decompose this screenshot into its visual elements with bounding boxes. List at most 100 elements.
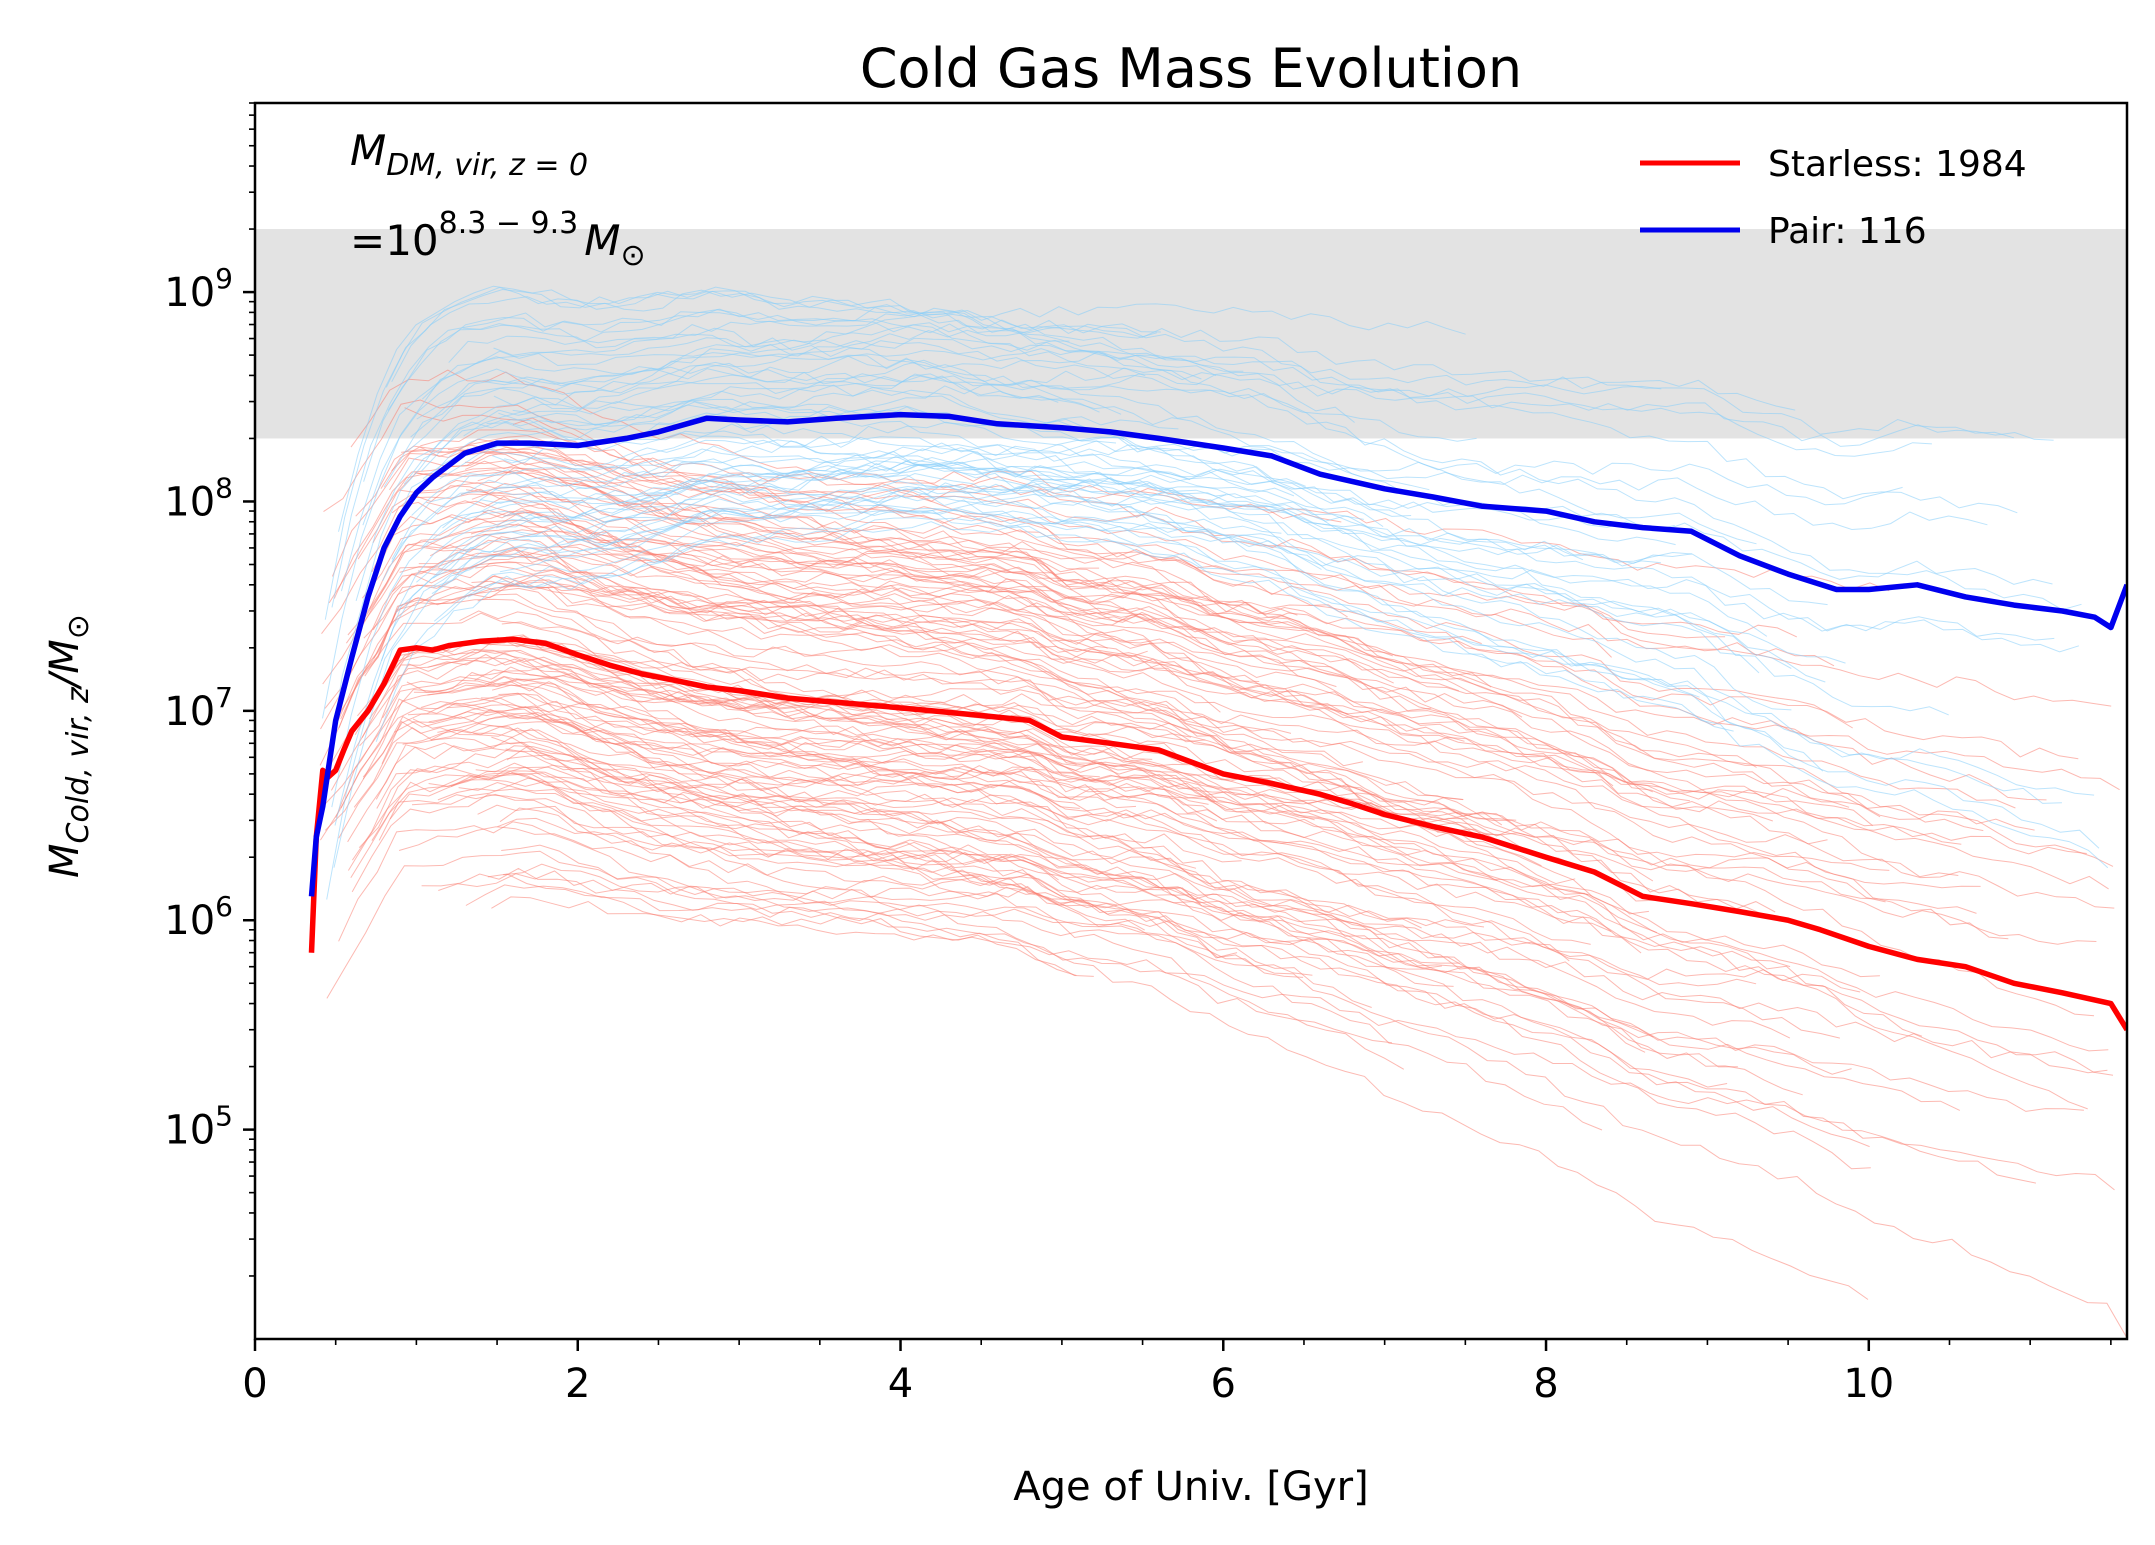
annotation-symbol: M [350, 126, 386, 175]
individual-track [439, 351, 1796, 480]
individual-track [432, 493, 1692, 589]
individual-track [465, 460, 1260, 682]
annotation-prefix: =10 [350, 216, 439, 265]
y-tick-label: 105 [164, 1100, 233, 1154]
chart-title: Cold Gas Mass Evolution [860, 37, 1522, 100]
individual-track [391, 493, 1923, 1037]
x-tick-label: 6 [1211, 1361, 1236, 1407]
individual-track [428, 779, 2037, 1184]
y-axis-title-unit: /M [42, 639, 88, 690]
series-line-starless [308, 636, 2127, 1032]
individual-track [511, 771, 1422, 929]
individual-track [420, 692, 1642, 954]
individual-track [420, 429, 1835, 667]
individual-track [473, 728, 1791, 968]
individual-track [361, 636, 1874, 827]
individual-track [376, 765, 1869, 1300]
x-tick-label: 2 [565, 1361, 590, 1407]
individual-track [406, 322, 2015, 453]
individual-track [494, 487, 1734, 732]
individual-track [326, 850, 1238, 999]
individual-track [338, 737, 1405, 1070]
individual-track [498, 692, 1738, 1068]
individual-track [326, 484, 1083, 900]
individual-track [410, 337, 1244, 438]
individual-track [506, 746, 1495, 839]
individual-track [448, 307, 2018, 514]
individual-track [382, 676, 1080, 809]
individual-track [378, 793, 1077, 976]
individual-track [486, 422, 1824, 772]
x-axis: 0 2 4 6 8 10 [242, 1339, 2112, 1407]
individual-track [407, 521, 2055, 654]
individual-track [338, 285, 1675, 532]
individual-track [442, 416, 1179, 529]
individual-track [383, 387, 1760, 674]
individual-track [393, 704, 1654, 882]
y-tick-label: 108 [164, 471, 233, 525]
x-tick-label: 8 [1533, 1361, 1558, 1407]
individual-track [382, 478, 1700, 698]
individual-track [322, 552, 1292, 734]
individual-track [331, 498, 2095, 808]
individual-track [353, 725, 1304, 978]
legend-label-starless: Starless: 1984 [1768, 144, 2027, 185]
individual-track [498, 400, 1584, 561]
legend-label-pair: Pair: 116 [1768, 211, 1927, 252]
individual-track [363, 323, 1100, 482]
individual-track [354, 640, 1576, 885]
individual-track [417, 549, 1348, 618]
individual-track [322, 303, 1466, 793]
individual-track [324, 715, 2127, 1338]
y-axis-title-unit-subscript: ⊙ [61, 614, 96, 639]
individual-track [437, 439, 1117, 569]
individual-track [362, 311, 1157, 526]
individual-track [477, 593, 1776, 913]
individual-track [421, 350, 1430, 491]
individual-track [384, 649, 2109, 1052]
individual-track [512, 409, 2062, 804]
individual-track [328, 471, 1492, 688]
individual-track [324, 541, 1798, 709]
annotation-mass-symbol: M [584, 216, 620, 265]
individual-track [378, 649, 1658, 934]
individual-track [414, 467, 1984, 832]
individual-track [369, 531, 1881, 818]
individual-track [484, 380, 1125, 441]
individual-track [362, 677, 2087, 855]
individual-track [411, 448, 1826, 683]
individual-track [475, 762, 1890, 871]
individual-track [373, 584, 1614, 787]
individual-track [375, 496, 1364, 742]
individual-track [479, 371, 1662, 501]
annotation-subscript: DM, vir, z = 0 [386, 148, 588, 183]
individual-track [395, 461, 1190, 614]
annotation-line-2: =108.3 − 9.3 M⊙ [350, 206, 646, 273]
individual-track [416, 508, 1792, 669]
individual-track [432, 480, 1828, 606]
individual-track [474, 669, 1192, 739]
individual-track [355, 444, 1828, 845]
individual-track [464, 460, 1337, 688]
individual-track [322, 362, 1059, 719]
individual-track [402, 721, 1468, 823]
individual-track [503, 578, 1298, 616]
individual-track [398, 826, 2084, 1112]
individual-track [493, 395, 1792, 711]
legend: Starless: 1984 Pair: 116 [1640, 144, 2027, 252]
individual-track [331, 311, 1146, 608]
individual-track [358, 745, 1464, 849]
x-tick-label: 0 [242, 1361, 267, 1407]
y-axis-title-symbol: M [42, 843, 88, 878]
individual-track [460, 488, 2088, 1110]
individual-track [381, 720, 1603, 1131]
individual-track [411, 777, 1981, 889]
individual-track [338, 574, 1482, 728]
x-axis-title: Age of Univ. [Gyr] [1013, 1464, 1368, 1510]
individual-track [447, 449, 2095, 1017]
individual-track [465, 635, 1570, 962]
y-axis-title-subscript: Cold, vir, z [61, 686, 96, 843]
individual-track [372, 561, 1962, 845]
y-tick-label: 107 [164, 681, 233, 735]
